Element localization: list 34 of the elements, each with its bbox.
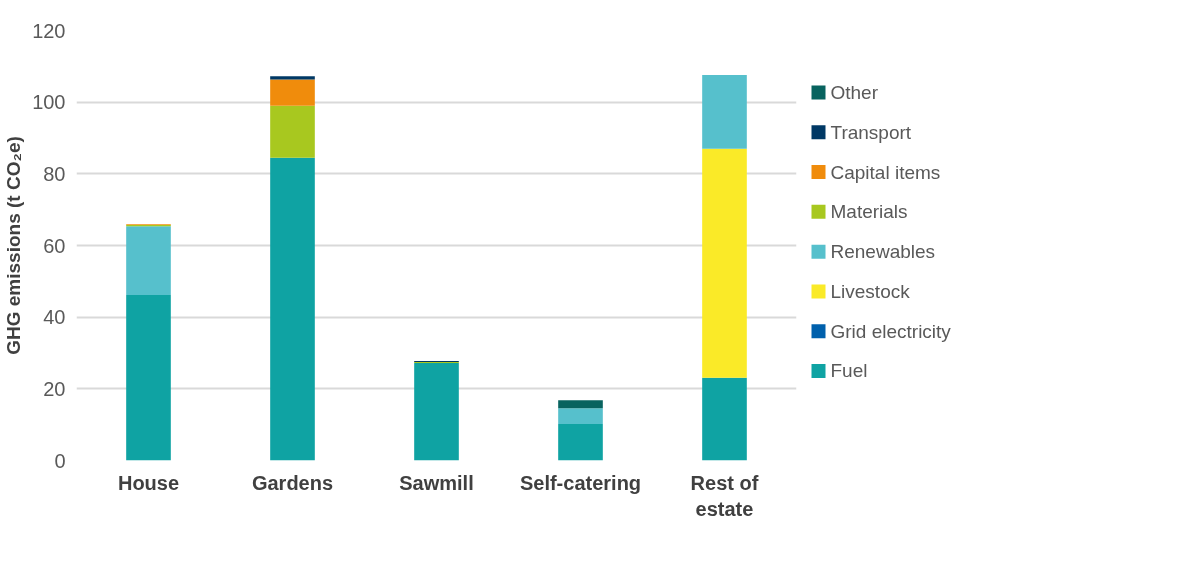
y-tick-label: 40 xyxy=(43,306,66,329)
bar xyxy=(126,226,171,295)
y-tick-label: 80 xyxy=(43,162,66,185)
bar xyxy=(270,76,315,80)
bar xyxy=(702,377,747,461)
y-tick-label: 120 xyxy=(32,19,66,42)
bar xyxy=(558,408,603,424)
bar xyxy=(270,79,315,106)
y-tick-label: 60 xyxy=(43,234,66,257)
legend-label: Fuel xyxy=(830,360,868,382)
x-tick-label: Self-catering xyxy=(519,471,642,494)
legend-label: Renewables xyxy=(830,241,936,263)
bar xyxy=(702,148,747,378)
x-tick-label: Sawmill xyxy=(399,471,474,494)
bar xyxy=(558,423,603,461)
legend-label: Grid electricity xyxy=(830,320,952,342)
y-tick-label: 100 xyxy=(32,91,66,114)
legend-label: Transport xyxy=(830,121,912,143)
legend-label: Capital items xyxy=(830,161,941,183)
x-tick-label: Rest of estate xyxy=(690,471,759,520)
x-tick-label: House xyxy=(117,471,180,494)
legend-label: Livestock xyxy=(830,280,911,302)
y-axis-title: GHG emissions (t CO₂e) xyxy=(3,136,25,355)
x-tick-label: Gardens xyxy=(251,471,334,494)
y-tick-label: 20 xyxy=(43,377,66,400)
bar xyxy=(414,363,459,461)
bar xyxy=(270,157,315,461)
bar xyxy=(702,74,747,149)
bar xyxy=(126,294,171,461)
y-tick-label: 0 xyxy=(54,449,66,472)
bar xyxy=(558,400,603,409)
legend-label: Materials xyxy=(830,201,908,223)
legend-label: Other xyxy=(830,82,879,104)
bar xyxy=(270,105,315,158)
